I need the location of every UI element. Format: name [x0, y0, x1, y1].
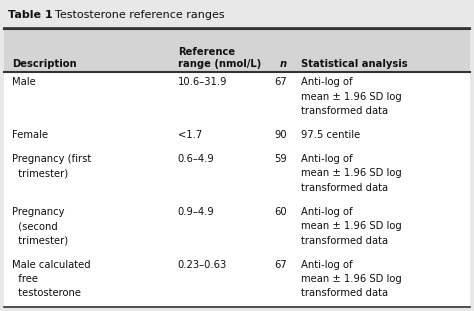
Text: Statistical analysis: Statistical analysis — [301, 59, 408, 69]
Text: Anti-log of: Anti-log of — [301, 77, 353, 87]
Text: 0.6–4.9: 0.6–4.9 — [178, 154, 215, 164]
Text: 67: 67 — [274, 260, 287, 270]
Text: 97.5 centile: 97.5 centile — [301, 130, 360, 140]
Text: trimester): trimester) — [12, 236, 68, 246]
Text: 90: 90 — [274, 130, 287, 140]
Text: 0.23–0.63: 0.23–0.63 — [178, 260, 227, 270]
Text: Table 1: Table 1 — [8, 10, 53, 20]
Text: Male calculated: Male calculated — [12, 260, 91, 270]
Text: transformed data: transformed data — [301, 183, 388, 193]
Bar — [4, 29, 470, 72]
Text: trimester): trimester) — [12, 169, 68, 179]
Text: mean ± 1.96 SD log: mean ± 1.96 SD log — [301, 169, 402, 179]
Text: transformed data: transformed data — [301, 236, 388, 246]
Text: transformed data: transformed data — [301, 106, 388, 116]
Text: Description: Description — [12, 59, 76, 69]
Bar — [4, 72, 470, 307]
Text: Pregnancy (first: Pregnancy (first — [12, 154, 91, 164]
Text: <1.7: <1.7 — [178, 130, 202, 140]
Text: n: n — [280, 59, 287, 69]
Text: Reference
range (nmol/L): Reference range (nmol/L) — [178, 47, 261, 69]
Text: mean ± 1.96 SD log: mean ± 1.96 SD log — [301, 274, 402, 284]
Text: Female: Female — [12, 130, 48, 140]
Text: mean ± 1.96 SD log: mean ± 1.96 SD log — [301, 92, 402, 102]
Text: Male: Male — [12, 77, 36, 87]
Text: Pregnancy: Pregnancy — [12, 207, 64, 217]
Text: Anti-log of: Anti-log of — [301, 260, 353, 270]
Text: mean ± 1.96 SD log: mean ± 1.96 SD log — [301, 221, 402, 231]
Text: 67: 67 — [274, 77, 287, 87]
Text: 10.6–31.9: 10.6–31.9 — [178, 77, 227, 87]
Text: 60: 60 — [274, 207, 287, 217]
Text: transformed data: transformed data — [301, 288, 388, 298]
Text: Anti-log of: Anti-log of — [301, 207, 353, 217]
Text: Anti-log of: Anti-log of — [301, 154, 353, 164]
Text: Testosterone reference ranges: Testosterone reference ranges — [48, 10, 225, 20]
Text: (second: (second — [12, 221, 58, 231]
Text: 0.9–4.9: 0.9–4.9 — [178, 207, 215, 217]
Text: testosterone: testosterone — [12, 288, 81, 298]
Text: free: free — [12, 274, 38, 284]
Text: 59: 59 — [274, 154, 287, 164]
